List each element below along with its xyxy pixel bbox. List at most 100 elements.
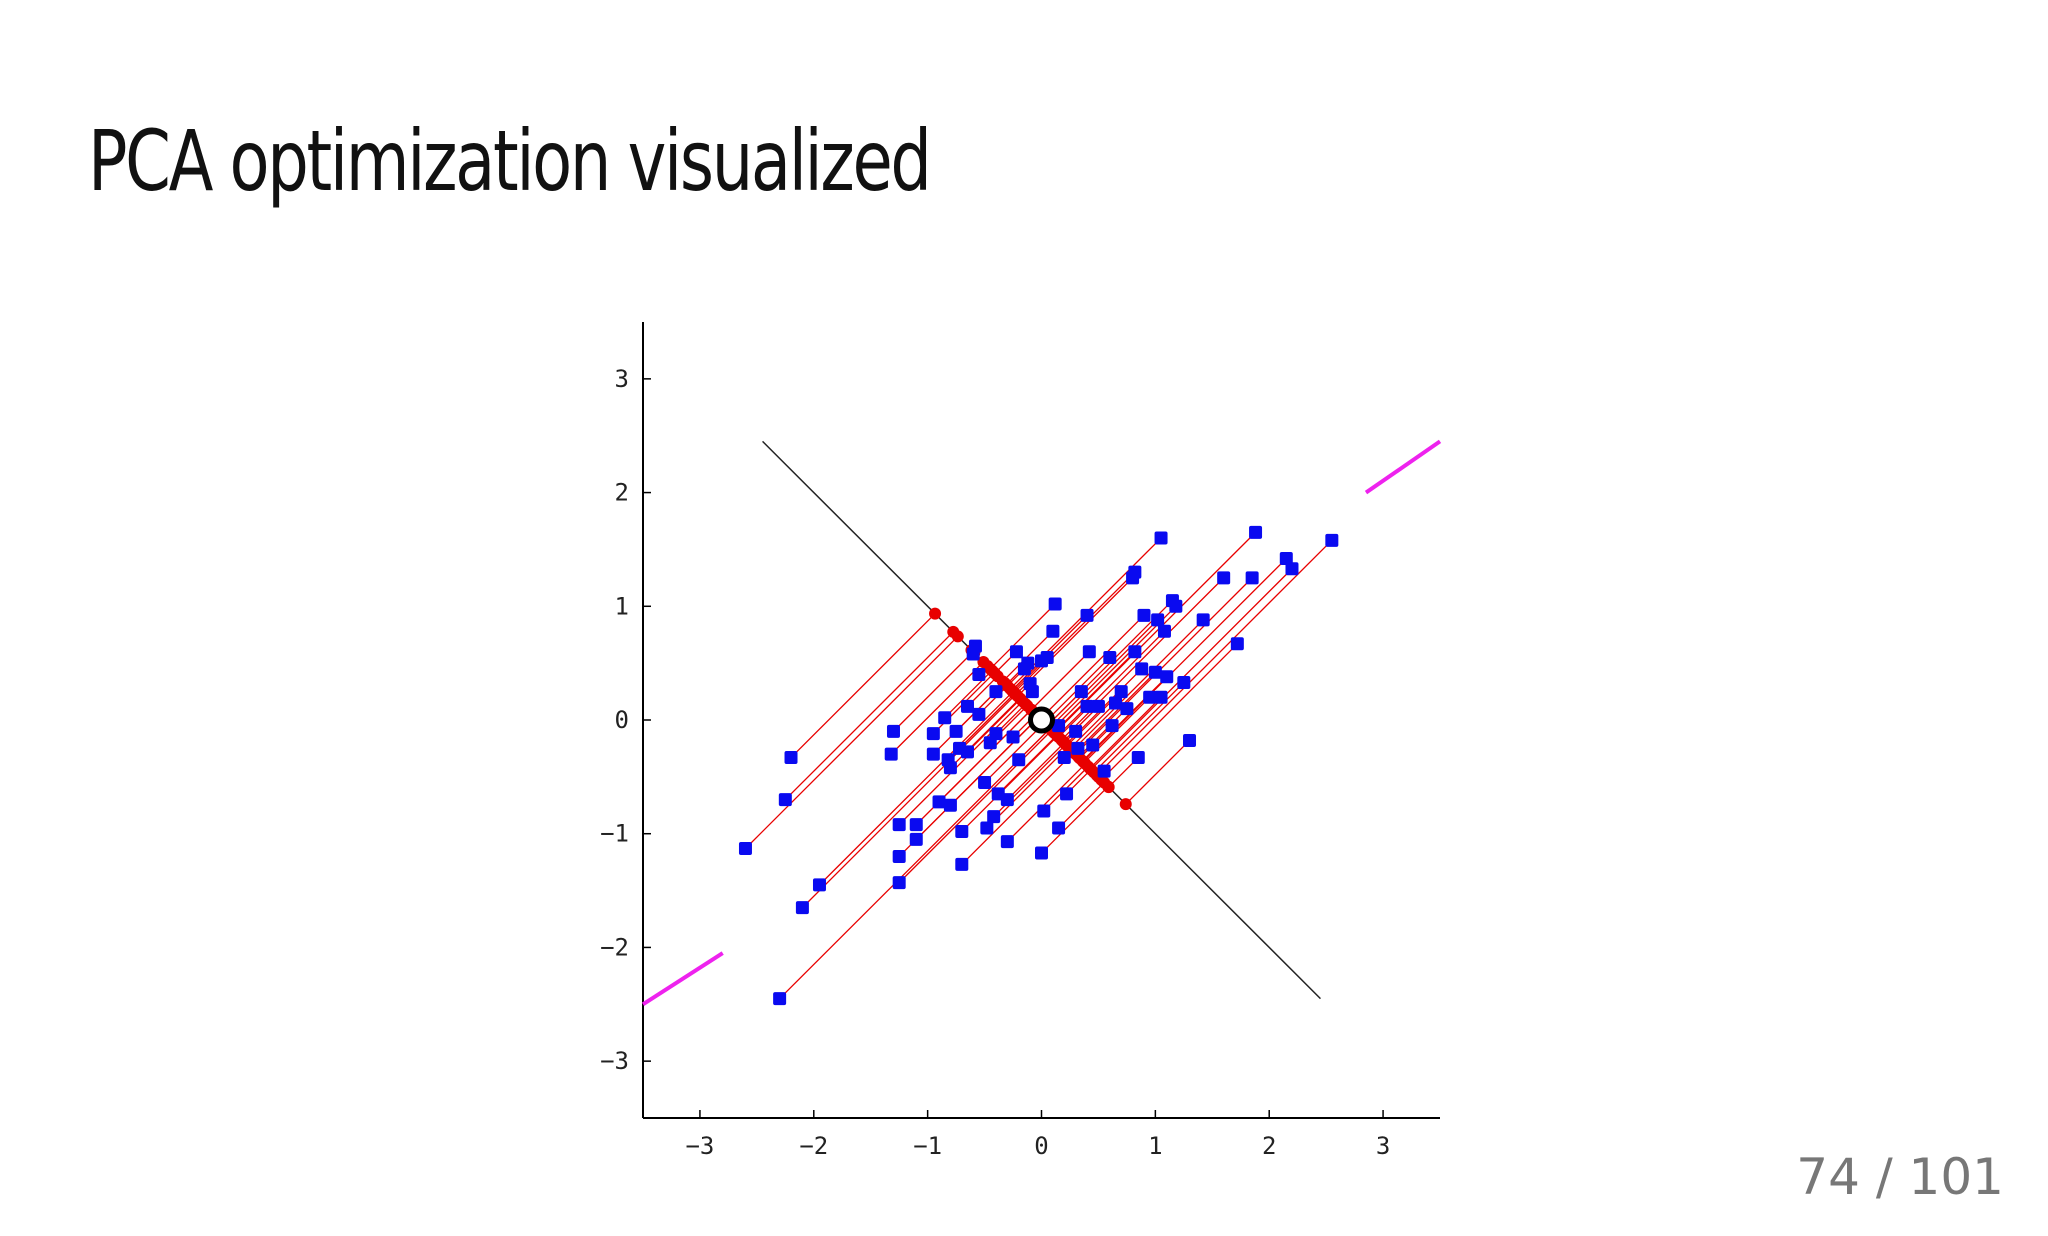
data-point: [1128, 645, 1142, 659]
data-point: [1196, 613, 1210, 627]
data-point: [892, 876, 906, 890]
projection-line: [1096, 539, 1333, 776]
data-point: [1006, 730, 1020, 744]
projected-point: [996, 675, 1009, 688]
projection-line: [1015, 577, 1134, 695]
data-point: [886, 724, 900, 738]
projection-line: [1090, 568, 1293, 770]
projection-line: [967, 698, 1021, 753]
projection-line: [938, 709, 1032, 803]
data-point: [1046, 624, 1060, 638]
data-point: [972, 707, 986, 721]
projection-line: [1069, 702, 1116, 749]
data-point: [1143, 690, 1157, 704]
data-point: [955, 857, 969, 871]
projection-line: [790, 613, 936, 758]
data-point: [972, 668, 986, 682]
data-point: [738, 841, 752, 855]
data-point: [938, 711, 952, 725]
projection-line: [745, 635, 959, 849]
projection-line: [801, 693, 1017, 909]
data-point: [778, 793, 792, 807]
projection-line: [1071, 619, 1204, 752]
projection-line: [1125, 740, 1190, 805]
y-tick-label: −2: [600, 933, 629, 961]
data-point: [1069, 724, 1083, 738]
projection-line: [890, 661, 984, 755]
projection-line: [986, 746, 1069, 829]
data-point: [1120, 702, 1134, 716]
projection-line: [1006, 742, 1065, 801]
data-point: [909, 832, 923, 846]
data-point: [1012, 753, 1026, 767]
y-tick-label: −1: [600, 820, 629, 848]
page-counter: 74 / 101: [1796, 1148, 2004, 1206]
data-point: [1021, 656, 1035, 670]
data-point: [795, 901, 809, 915]
y-tick-label: 2: [615, 479, 629, 507]
tick-labels: −3 −2 −1 0 1 2 3 3 2 1 0 −1 −2 −3: [600, 365, 1390, 1160]
projection-line: [961, 735, 1058, 832]
projected-point: [1102, 781, 1115, 794]
data-point: [1128, 565, 1142, 579]
data-point: [1169, 599, 1183, 613]
data-point: [955, 824, 969, 838]
y-tick-label: 0: [615, 706, 629, 734]
projected-point: [929, 607, 942, 620]
data-point: [1000, 793, 1014, 807]
data-point: [1025, 685, 1039, 699]
data-point: [1103, 650, 1117, 664]
data-point: [1249, 525, 1263, 539]
data-point: [926, 747, 940, 761]
projection-line: [1051, 605, 1177, 731]
y-tick-label: 3: [615, 365, 629, 393]
projection-line: [1013, 571, 1136, 694]
data-point: [1037, 804, 1051, 818]
data-point: [960, 745, 974, 759]
data-point: [784, 751, 798, 765]
data-point: [1052, 719, 1066, 733]
projection-line: [893, 651, 974, 732]
projected-point: [984, 662, 997, 675]
data-point: [932, 795, 946, 809]
data-point: [987, 810, 1001, 824]
data-point: [989, 685, 1003, 699]
data-point: [926, 727, 940, 741]
principal-axis-segment: [641, 951, 724, 1006]
projection-line: [1089, 696, 1162, 769]
data-point: [1060, 787, 1074, 801]
data-point: [1097, 764, 1111, 778]
data-point: [1148, 665, 1162, 679]
projection-line: [784, 631, 954, 801]
projection-line: [949, 716, 1040, 806]
x-tick-label: −1: [913, 1132, 942, 1160]
data-point: [1325, 533, 1339, 547]
data-point: [943, 798, 957, 812]
data-point: [1177, 675, 1191, 689]
y-tick-label: −3: [600, 1047, 629, 1075]
projection-line: [1041, 786, 1109, 854]
data-point: [892, 818, 906, 832]
data-point: [1245, 571, 1259, 585]
data-point: [909, 818, 923, 832]
projection-line: [989, 603, 1056, 670]
mean-point: [1028, 706, 1055, 734]
x-tick-label: −3: [685, 1132, 714, 1160]
projected-point: [947, 625, 960, 638]
data-point: [1000, 835, 1014, 849]
data-point: [773, 992, 787, 1006]
principal-axis-segment: [1364, 439, 1442, 495]
projection-line: [1053, 651, 1136, 733]
projection-lines: [745, 531, 1333, 1000]
data-point: [1157, 624, 1171, 638]
data-point: [1052, 821, 1066, 835]
projection-line: [1100, 643, 1238, 781]
projection-line: [1060, 577, 1225, 741]
data-point: [1091, 699, 1105, 713]
y-tick-label: 1: [615, 592, 629, 620]
projection-line: [1054, 531, 1257, 734]
data-points: [738, 525, 1339, 1006]
projection-line: [898, 700, 1024, 826]
x-tick-label: 0: [1034, 1132, 1048, 1160]
